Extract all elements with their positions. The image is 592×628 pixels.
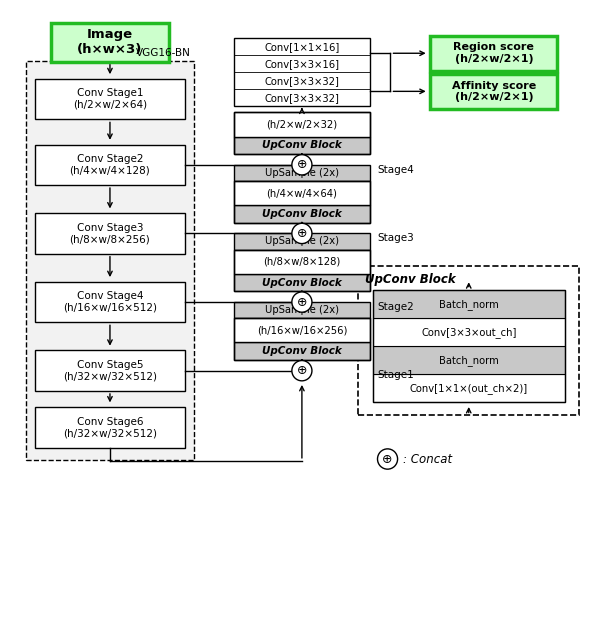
FancyBboxPatch shape xyxy=(234,274,370,291)
Text: Image
(h×w×3): Image (h×w×3) xyxy=(78,28,143,57)
Text: Affinity score
(h/2×w/2×1): Affinity score (h/2×w/2×1) xyxy=(452,80,536,102)
FancyBboxPatch shape xyxy=(234,302,370,318)
FancyBboxPatch shape xyxy=(51,23,169,62)
FancyBboxPatch shape xyxy=(430,36,557,70)
Text: Batch_norm: Batch_norm xyxy=(439,355,498,365)
FancyBboxPatch shape xyxy=(35,79,185,119)
FancyBboxPatch shape xyxy=(234,165,370,181)
FancyBboxPatch shape xyxy=(234,342,370,360)
FancyBboxPatch shape xyxy=(234,205,370,223)
FancyBboxPatch shape xyxy=(373,290,565,318)
FancyBboxPatch shape xyxy=(35,350,185,391)
Text: Region score
(h/2×w/2×1): Region score (h/2×w/2×1) xyxy=(453,43,535,64)
FancyBboxPatch shape xyxy=(234,181,370,205)
Text: (h/16×w/16×256): (h/16×w/16×256) xyxy=(257,325,347,335)
Text: VGG16-BN: VGG16-BN xyxy=(136,48,191,58)
FancyBboxPatch shape xyxy=(234,136,370,154)
Text: Conv Stage5
(h/32×w/32×512): Conv Stage5 (h/32×w/32×512) xyxy=(63,360,157,381)
FancyBboxPatch shape xyxy=(430,74,557,109)
Circle shape xyxy=(292,360,312,381)
Text: (h/2×w/2×32): (h/2×w/2×32) xyxy=(266,119,337,129)
Text: UpConv Block: UpConv Block xyxy=(262,346,342,356)
Text: UpConv Block: UpConv Block xyxy=(262,278,342,288)
FancyBboxPatch shape xyxy=(26,61,194,460)
Text: Stage1: Stage1 xyxy=(377,371,414,381)
Text: UpConv Block: UpConv Block xyxy=(365,273,456,286)
FancyBboxPatch shape xyxy=(358,266,580,416)
Text: Conv[3×3×32]: Conv[3×3×32] xyxy=(265,76,339,86)
Text: Conv[1×1×(out_ch×2)]: Conv[1×1×(out_ch×2)] xyxy=(410,383,528,394)
Text: UpSample (2x): UpSample (2x) xyxy=(265,305,339,315)
FancyBboxPatch shape xyxy=(35,144,185,185)
Text: UpSample (2x): UpSample (2x) xyxy=(265,168,339,178)
FancyBboxPatch shape xyxy=(373,346,565,374)
FancyBboxPatch shape xyxy=(234,234,370,249)
Text: ⊕: ⊕ xyxy=(297,296,307,308)
Circle shape xyxy=(292,292,312,312)
Text: ⊕: ⊕ xyxy=(297,364,307,377)
Text: (h/8×w/8×128): (h/8×w/8×128) xyxy=(263,257,340,267)
Circle shape xyxy=(378,449,398,469)
Text: ⊕: ⊕ xyxy=(382,453,393,465)
Text: (h/4×w/4×64): (h/4×w/4×64) xyxy=(266,188,337,198)
FancyBboxPatch shape xyxy=(234,318,370,342)
FancyBboxPatch shape xyxy=(35,282,185,322)
Text: UpSample (2x): UpSample (2x) xyxy=(265,237,339,247)
Text: Stage2: Stage2 xyxy=(377,302,414,312)
Text: Conv Stage6
(h/32×w/32×512): Conv Stage6 (h/32×w/32×512) xyxy=(63,416,157,438)
Text: ⊕: ⊕ xyxy=(297,158,307,171)
Circle shape xyxy=(292,154,312,175)
Text: UpConv Block: UpConv Block xyxy=(262,209,342,219)
Text: Conv[3×3×16]: Conv[3×3×16] xyxy=(265,59,339,69)
Text: UpConv Block: UpConv Block xyxy=(262,140,342,150)
FancyBboxPatch shape xyxy=(373,318,565,346)
Text: Stage3: Stage3 xyxy=(377,233,414,243)
Text: Conv Stage1
(h/2×w/2×64): Conv Stage1 (h/2×w/2×64) xyxy=(73,89,147,110)
Text: : Concat: : Concat xyxy=(404,453,453,465)
FancyBboxPatch shape xyxy=(35,213,185,254)
Text: Conv Stage4
(h/16×w/16×512): Conv Stage4 (h/16×w/16×512) xyxy=(63,291,157,313)
Text: Conv Stage2
(h/4×w/4×128): Conv Stage2 (h/4×w/4×128) xyxy=(70,154,150,176)
FancyBboxPatch shape xyxy=(234,249,370,274)
Circle shape xyxy=(292,224,312,244)
Text: Conv[3×3×32]: Conv[3×3×32] xyxy=(265,93,339,103)
FancyBboxPatch shape xyxy=(234,38,370,106)
Text: Conv Stage3
(h/8×w/8×256): Conv Stage3 (h/8×w/8×256) xyxy=(70,223,150,244)
Text: Batch_norm: Batch_norm xyxy=(439,299,498,310)
Text: Conv[3×3×out_ch]: Conv[3×3×out_ch] xyxy=(421,327,516,338)
Text: Conv[1×1×16]: Conv[1×1×16] xyxy=(264,42,340,51)
Text: Stage4: Stage4 xyxy=(377,165,414,175)
FancyBboxPatch shape xyxy=(234,112,370,136)
FancyBboxPatch shape xyxy=(373,374,565,403)
FancyBboxPatch shape xyxy=(35,407,185,448)
Text: ⊕: ⊕ xyxy=(297,227,307,240)
